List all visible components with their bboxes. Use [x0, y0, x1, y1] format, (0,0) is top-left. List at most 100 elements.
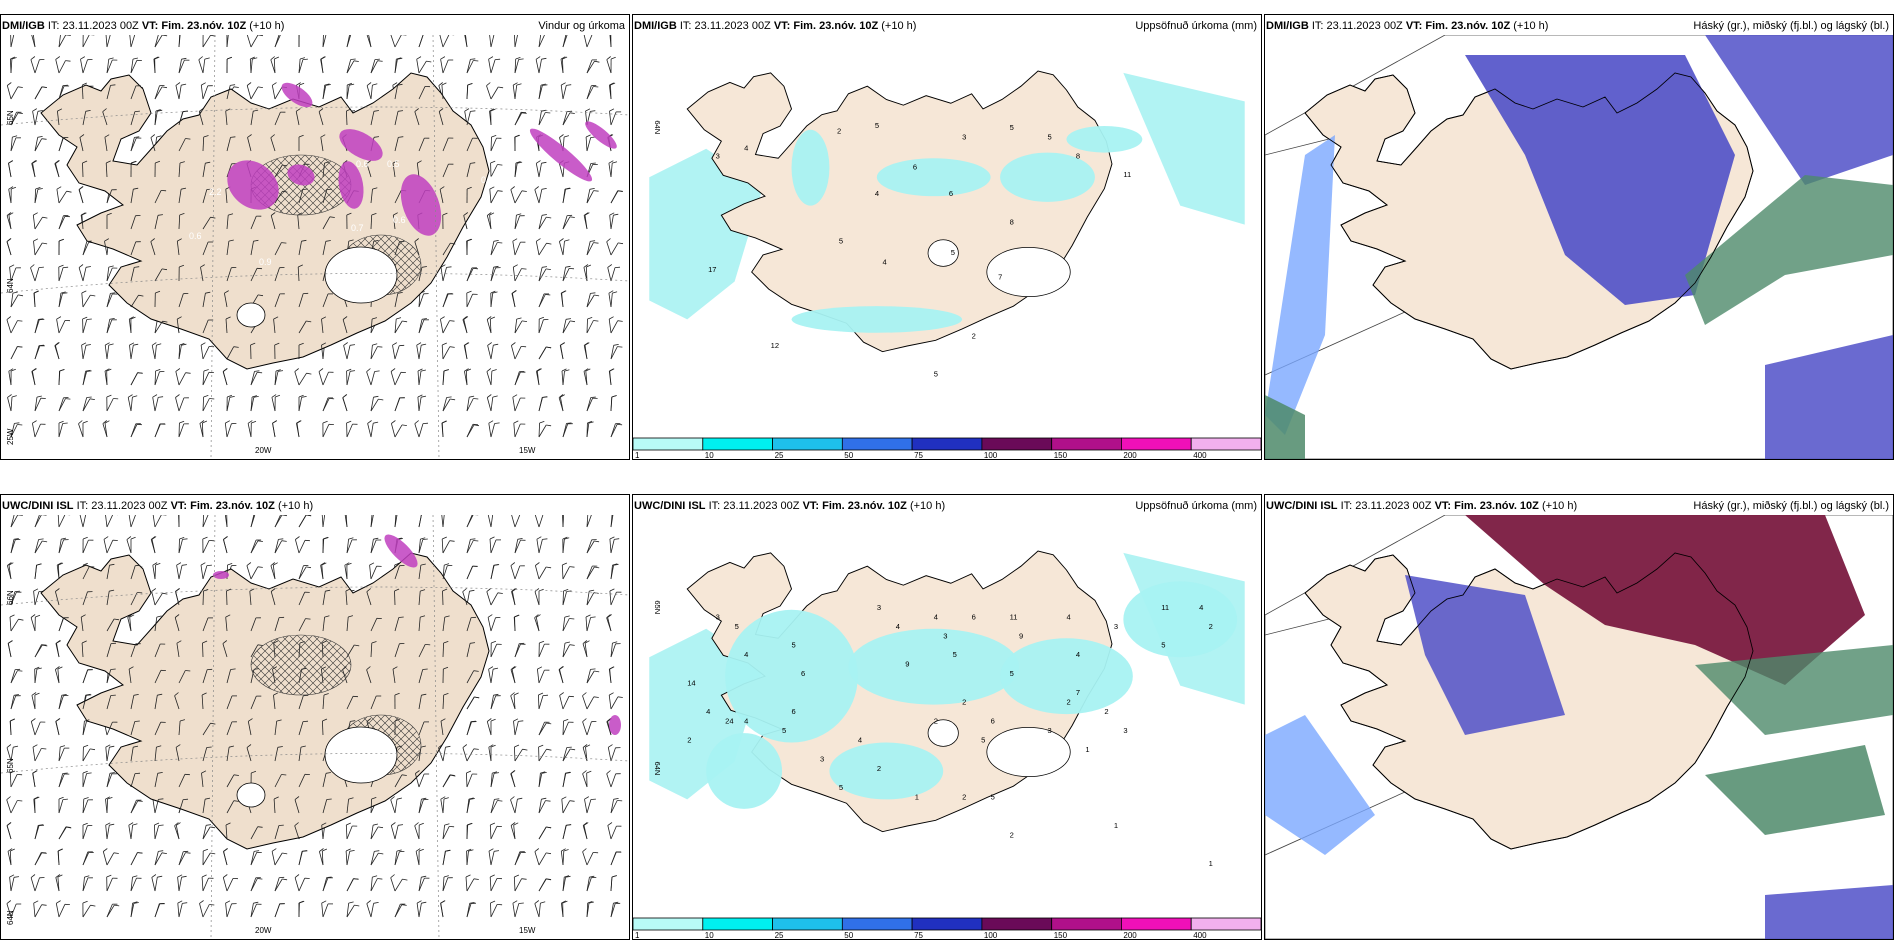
- field-title: Háský (gr.), miðský (fj.bl.) og lágský (…: [1693, 500, 1889, 512]
- colorbar-label: 25: [775, 931, 784, 939]
- accum-value: 4: [1066, 612, 1070, 621]
- panel-uwc-accum: UWC/DINI ISL IT: 23.11.2023 00Z VT: Fim.…: [632, 494, 1262, 940]
- colorbar-label: 50: [844, 931, 853, 939]
- colorbar-swatch: [702, 917, 774, 931]
- precip-value: 0.6: [347, 277, 360, 287]
- colorbar-label: 150: [1054, 931, 1068, 939]
- colorbar-label: 400: [1193, 931, 1207, 939]
- accum-value: 7: [998, 273, 1002, 282]
- precip-area: [725, 609, 858, 743]
- vt-label: VT:: [170, 500, 188, 512]
- precip-value: 0.7: [351, 223, 364, 233]
- panel-uwc-cloud: UWC/DINI ISL IT: 23.11.2023 00Z VT: Fim.…: [1264, 494, 1894, 940]
- precip-value: 0.5: [481, 175, 494, 185]
- lat-label: 64N: [653, 120, 662, 134]
- accum-value: 6: [792, 707, 796, 716]
- field-title: Uppsöfnuð úrkoma (mm): [1135, 20, 1257, 32]
- lat-label: 64N: [6, 910, 15, 925]
- accum-value: 4: [1199, 603, 1203, 612]
- colorbar-label: 75: [914, 931, 923, 939]
- cloud-low-area: [1265, 715, 1375, 855]
- it-label: IT:: [1340, 500, 1353, 512]
- accum-value: 6: [949, 189, 953, 198]
- model-name: DMI/IGB: [1266, 20, 1309, 32]
- cloud-mid-area: [1465, 55, 1735, 305]
- precip-area: [791, 306, 963, 333]
- accum-value: 5: [1048, 132, 1052, 141]
- init-time: 23.11.2023 00Z: [723, 500, 800, 512]
- lead-time: (+10 h): [1541, 500, 1578, 512]
- cloud-mid-area: [1705, 35, 1893, 185]
- valid-time: Fim. 23.nóv. 10Z: [793, 20, 879, 32]
- lat-label: 65N: [6, 110, 15, 125]
- precip-area: [876, 158, 991, 197]
- lead-time: (+10 h): [909, 500, 946, 512]
- precip-area: [281, 82, 313, 108]
- accum-value: 14: [687, 679, 695, 688]
- colorbar-swatch: [1120, 917, 1192, 931]
- model-name: UWC/DINI ISL: [634, 500, 706, 512]
- colorbar: 1 10 25 50 75 100 150 200 400: [633, 917, 1261, 939]
- accum-value: 5: [981, 736, 985, 745]
- accum-map: 3 4 2 5 3 5 5 8 11 6 4 6 8 5 17 4 5 7 12 2 5 64N: [649, 70, 1245, 378]
- accum-value: 6: [801, 669, 805, 678]
- cloud-high-area: [1695, 645, 1893, 735]
- colorbar-label: 50: [844, 451, 853, 459]
- accum-value: 4: [744, 717, 748, 726]
- colorbar-label: 200: [1123, 931, 1137, 939]
- accum-value: 2: [1066, 698, 1070, 707]
- cloud-high-area: [1265, 395, 1305, 459]
- accum-value: 2: [962, 698, 966, 707]
- lon-label: 20W: [255, 926, 272, 935]
- lat-label: 64N: [653, 762, 662, 776]
- accum-value: 1: [1114, 821, 1118, 830]
- cloud-mid-area: [1765, 885, 1893, 939]
- accum-value: 6: [913, 163, 917, 172]
- cloud-dense-area: [1465, 515, 1865, 685]
- precip-value: 2.2: [209, 187, 222, 197]
- lat-label: 66N: [6, 590, 15, 605]
- accum-value: 5: [1161, 641, 1165, 650]
- model-name: UWC/DINI ISL: [2, 500, 74, 512]
- precip-area: [400, 174, 442, 236]
- colorbar-label: 75: [914, 451, 923, 459]
- accum-value: 3: [1048, 726, 1052, 735]
- accum-value: 2: [837, 127, 841, 136]
- panel-dmi-accum: DMI/IGB IT: 23.11.2023 00Z VT: Fim. 23.n…: [632, 14, 1262, 460]
- accum-value: 3: [716, 151, 720, 160]
- panel-dmi-cloud: DMI/IGB IT: 23.11.2023 00Z VT: Fim. 23.n…: [1264, 14, 1894, 460]
- precip-area: [227, 160, 279, 210]
- accum-value: 5: [839, 237, 843, 246]
- precip-area: [1123, 581, 1238, 658]
- colorbar-label: 150: [1054, 451, 1068, 459]
- accum-value: 4: [883, 257, 887, 266]
- lead-time: (+10 h): [249, 20, 285, 32]
- colorbar-swatch: [841, 917, 913, 931]
- accum-value: 3: [943, 631, 947, 640]
- field-title: Vindur og úrkoma: [538, 20, 625, 32]
- lat-label: 25W: [6, 428, 15, 445]
- cloud-high-area: [1685, 175, 1893, 325]
- it-label: IT:: [76, 500, 89, 512]
- model-name: UWC/DINI ISL: [1266, 500, 1338, 512]
- accum-value: 2: [1209, 622, 1213, 631]
- precip-area: [585, 121, 617, 149]
- accum-value: 11: [1123, 170, 1131, 179]
- valid-time: Fim. 23.nóv. 10Z: [1425, 20, 1511, 32]
- accum-value: 2: [962, 792, 966, 801]
- precip-area: [609, 715, 621, 735]
- colorbar-swatch: [1190, 917, 1261, 931]
- lat-label: 65N: [653, 600, 662, 614]
- precip-area: [1066, 126, 1143, 153]
- accum-value: 4: [1076, 650, 1080, 659]
- colorbar-swatch: [772, 917, 843, 931]
- init-time: 23.11.2023 00Z: [62, 20, 139, 32]
- precip-area: [791, 129, 830, 206]
- init-time: 23.11.2023 00Z: [694, 20, 771, 32]
- cloud-map: [1265, 35, 1893, 459]
- colorbar-label: 1: [635, 451, 640, 459]
- accum-value: 17: [708, 265, 716, 274]
- accum-value: 3: [877, 603, 881, 612]
- accum-value: 4: [706, 707, 710, 716]
